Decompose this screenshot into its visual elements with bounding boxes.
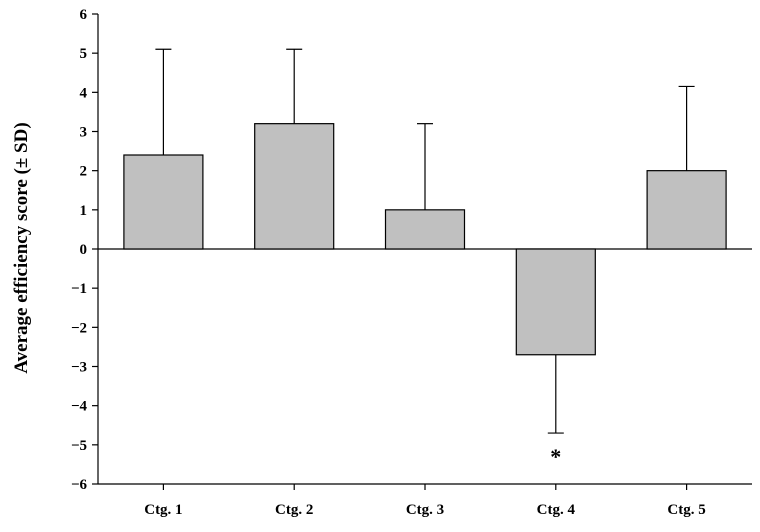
y-tick-label: −5 — [71, 438, 87, 454]
x-tick-label: Ctg. 4 — [537, 502, 576, 518]
bar — [646, 170, 727, 250]
y-tick-label: −3 — [71, 360, 87, 376]
bar — [254, 123, 335, 250]
y-tick-label: −2 — [71, 320, 87, 336]
significance-marker: * — [550, 444, 561, 469]
y-tick-label: 0 — [80, 242, 88, 258]
y-tick-label: 3 — [80, 125, 88, 141]
x-tick-label: Ctg. 5 — [667, 502, 705, 518]
y-tick-label: −4 — [71, 399, 88, 415]
bar — [515, 248, 596, 356]
y-tick-label: 2 — [80, 164, 88, 180]
x-tick-label: Ctg. 1 — [144, 502, 182, 518]
bar — [123, 154, 204, 250]
y-axis-title: Average efficiency score (± SD) — [11, 122, 32, 373]
bar — [384, 209, 466, 250]
y-tick-label: 5 — [80, 46, 88, 62]
x-tick-label: Ctg. 2 — [275, 502, 313, 518]
y-tick-label: 4 — [80, 85, 88, 101]
y-tick-label: −6 — [71, 477, 88, 493]
y-tick-label: 6 — [80, 7, 88, 23]
y-tick-label: −1 — [71, 281, 87, 297]
y-tick-label: 1 — [80, 203, 88, 219]
x-tick-label: Ctg. 3 — [406, 502, 444, 518]
